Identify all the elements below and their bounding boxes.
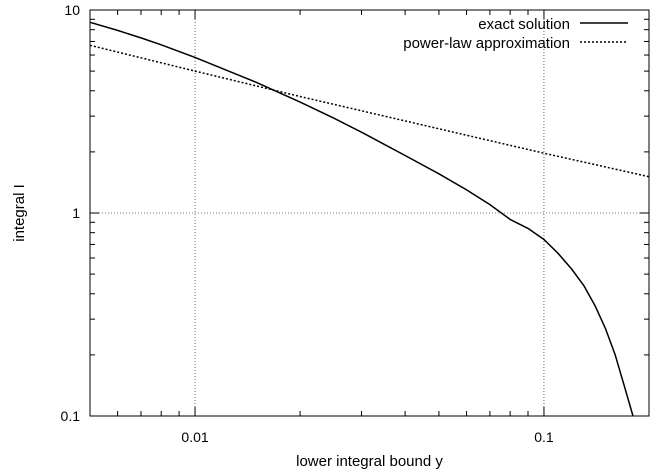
x-tick-label: 0.1 <box>534 429 554 445</box>
y-axis-label: integral I <box>11 184 28 242</box>
y-tick-label: 10 <box>64 2 80 18</box>
x-axis-label: lower integral bound y <box>296 453 443 470</box>
series-line-exact-solution <box>89 21 634 417</box>
legend-label-power-law-approximation: power-law approximation <box>403 35 570 52</box>
axis-ticks <box>90 9 649 417</box>
legend: exact solution power-law approximation <box>403 16 628 52</box>
grid <box>90 10 649 416</box>
series-line-power-law-approximation <box>89 44 650 178</box>
y-tick-label: 0.1 <box>61 408 81 424</box>
x-tick-label: 0.01 <box>181 429 208 445</box>
tick-labels: 0.01 0.1 0.1 1 10 <box>61 2 554 445</box>
y-tick-label: 1 <box>72 205 80 221</box>
legend-label-exact-solution: exact solution <box>478 16 570 33</box>
series-layer <box>89 21 650 417</box>
